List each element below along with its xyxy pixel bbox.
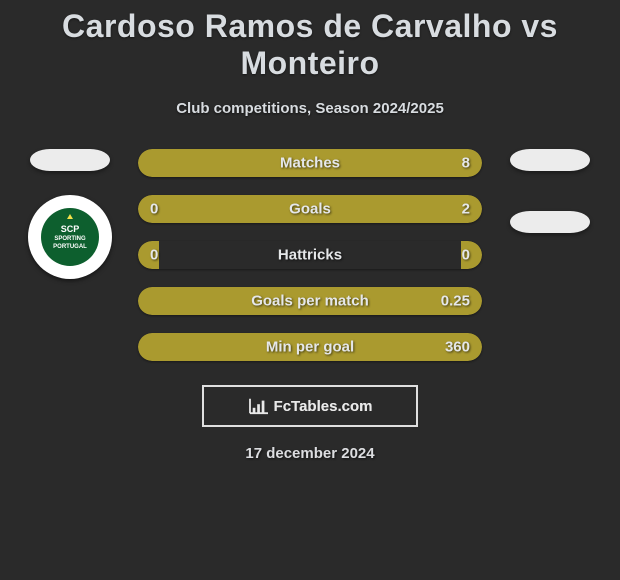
page-subtitle: Club competitions, Season 2024/2025 <box>0 100 620 117</box>
stat-row-mpg: Min per goal 360 <box>138 333 482 361</box>
stat-right-value: 0 <box>462 247 470 264</box>
stat-label: Goals <box>138 201 482 218</box>
crest-line2: SPORTING <box>54 236 85 242</box>
crest-line3: PORTUGAL <box>53 244 87 250</box>
stat-label: Matches <box>138 155 482 172</box>
stat-right-value: 2 <box>462 201 470 218</box>
stat-row-matches: Matches 8 <box>138 149 482 177</box>
stat-right-value: 0.25 <box>441 293 470 310</box>
stats-column: Matches 8 0 Goals 2 0 Hattricks 0 Goals … <box>138 149 482 361</box>
chart-icon <box>248 397 270 415</box>
widget-root: Cardoso Ramos de Carvalho vs Monteiro Cl… <box>0 0 620 462</box>
player-shirt-right-2 <box>510 211 590 233</box>
left-player-col: SCP SPORTING PORTUGAL <box>20 149 120 279</box>
footer-site-name: FcTables.com <box>274 398 373 415</box>
player-shirt-right-1 <box>510 149 590 171</box>
player-shirt-left <box>30 149 110 171</box>
stat-label: Goals per match <box>138 293 482 310</box>
stat-row-goals: 0 Goals 2 <box>138 195 482 223</box>
stat-label: Hattricks <box>138 247 482 264</box>
footer-attribution[interactable]: FcTables.com <box>202 385 418 427</box>
page-title: Cardoso Ramos de Carvalho vs Monteiro <box>0 0 620 82</box>
stat-right-value: 360 <box>445 339 470 356</box>
stat-row-hattricks: 0 Hattricks 0 <box>138 241 482 269</box>
club-crest-inner: SCP SPORTING PORTUGAL <box>41 208 99 266</box>
stat-right-value: 8 <box>462 155 470 172</box>
page-date: 17 december 2024 <box>0 445 620 462</box>
stat-label: Min per goal <box>138 339 482 356</box>
content-row: SCP SPORTING PORTUGAL Matches 8 0 Goals … <box>0 149 620 361</box>
right-player-col <box>500 149 600 233</box>
club-crest: SCP SPORTING PORTUGAL <box>28 195 112 279</box>
crest-abbr: SCP <box>61 225 80 234</box>
stat-row-gpm: Goals per match 0.25 <box>138 287 482 315</box>
